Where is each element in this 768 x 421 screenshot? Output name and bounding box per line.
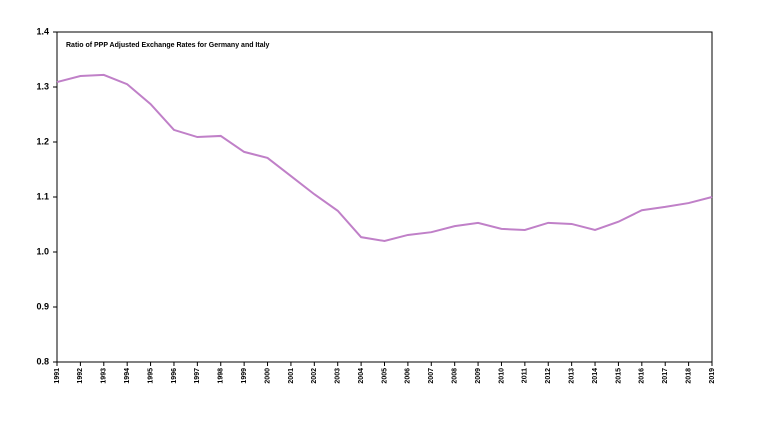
x-tick-label: 2009	[475, 368, 482, 384]
x-tick-label: 1993	[101, 368, 108, 384]
x-tick-label: 1991	[54, 368, 61, 384]
y-tick-label: 1.1	[36, 191, 49, 201]
x-tick-label: 2011	[522, 368, 529, 383]
x-tick-label: 2010	[498, 368, 505, 384]
x-tick-label: 2001	[288, 368, 295, 384]
x-tick-label: 2016	[639, 368, 646, 384]
x-tick-label: 2007	[428, 368, 435, 384]
x-tick-label: 2014	[592, 368, 599, 384]
x-tick-label: 1994	[124, 368, 131, 384]
x-tick-label: 2012	[545, 368, 552, 384]
y-tick-label: 0.9	[36, 301, 49, 311]
x-tick-label: 2008	[452, 368, 459, 384]
x-tick-label: 1995	[147, 368, 154, 384]
x-tick-label: 2019	[709, 368, 716, 384]
x-tick-label: 2015	[615, 368, 622, 384]
x-tick-label: 1998	[218, 368, 225, 384]
plot-frame	[56, 31, 713, 363]
x-tick-label: 2005	[381, 368, 388, 384]
y-tick-label: 1.4	[36, 26, 49, 36]
x-tick-label: 2006	[405, 368, 412, 384]
x-tick-label: 2002	[311, 368, 318, 384]
y-tick-label: 1.3	[36, 81, 49, 91]
chart-title: Ratio of PPP Adjusted Exchange Rates for…	[66, 42, 270, 49]
x-tick-label: 2018	[685, 368, 692, 384]
y-tick-label: 0.8	[36, 356, 49, 366]
x-tick-label: 2004	[358, 368, 365, 384]
y-tick-label: 1.2	[36, 136, 49, 146]
data-line	[56, 73, 713, 243]
x-tick-label: 1996	[171, 368, 178, 384]
x-tick-label: 2017	[662, 368, 669, 384]
x-tick-label: 2000	[264, 368, 271, 384]
x-tick-label: 1999	[241, 368, 248, 384]
x-tick-label: 1992	[77, 368, 84, 384]
x-tick-label: 1997	[194, 368, 201, 384]
x-tick-label: 2013	[568, 368, 575, 384]
x-tick-label: 2003	[335, 368, 342, 384]
y-tick-label: 1.0	[36, 246, 49, 256]
